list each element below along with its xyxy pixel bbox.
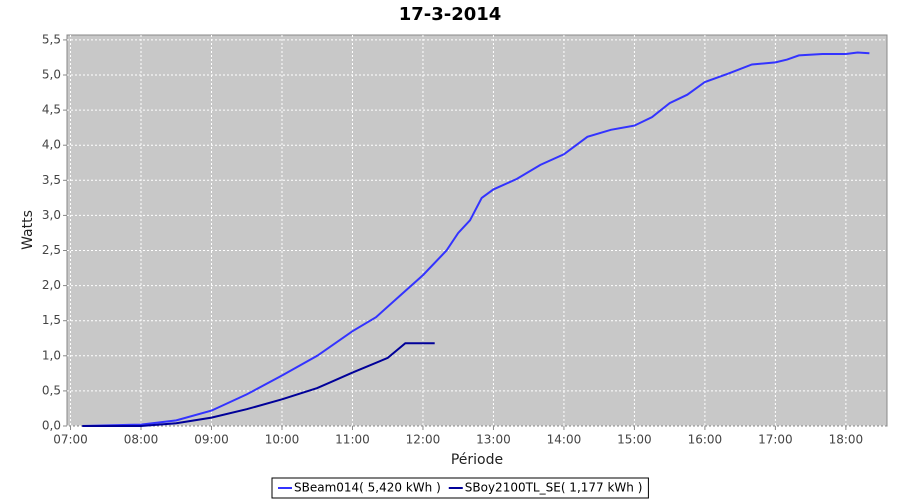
x-axis-title: Période [451, 452, 503, 468]
y-tick-label: 2,5 [42, 243, 61, 257]
chart-title: 17-3-2014 [399, 4, 502, 25]
x-tick-label: 10:00 [265, 433, 300, 447]
y-tick-label: 2,0 [42, 278, 61, 292]
x-tick-label: 12:00 [406, 433, 441, 447]
y-tick-label: 4,5 [42, 103, 61, 117]
x-tick-label: 13:00 [476, 433, 511, 447]
x-tick-label: 11:00 [335, 433, 370, 447]
x-tick-label: 09:00 [194, 433, 229, 447]
y-tick-label: 1,0 [42, 348, 61, 362]
x-tick-label: 16:00 [688, 433, 723, 447]
x-tick-label: 07:00 [53, 433, 88, 447]
series-line [82, 342, 435, 427]
x-tick-label: 17:00 [758, 433, 793, 447]
y-tick-label: 3,0 [42, 208, 61, 222]
y-tick-label: 0,5 [42, 383, 61, 397]
y-tick-label: 0,0 [42, 419, 61, 433]
series-line [82, 51, 870, 427]
legend-label: SBeam014( 5,420 kWh ) [294, 481, 441, 495]
y-tick-label: 4,0 [42, 138, 61, 152]
x-tick-label: 18:00 [829, 433, 864, 447]
x-tick-label: 14:00 [547, 433, 582, 447]
plot-area [66, 34, 888, 427]
x-tick-label: 15:00 [617, 433, 652, 447]
y-tick-label: 5,5 [42, 32, 61, 46]
y-tick-label: 5,0 [42, 68, 61, 82]
legend-label: SBoy2100TL_SE( 1,177 kWh ) [465, 481, 643, 495]
x-tick-label: 08:00 [124, 433, 159, 447]
y-tick-label: 1,5 [42, 313, 61, 327]
y-tick-label: 3,5 [42, 173, 61, 187]
y-axis-title: Watts [20, 210, 36, 250]
